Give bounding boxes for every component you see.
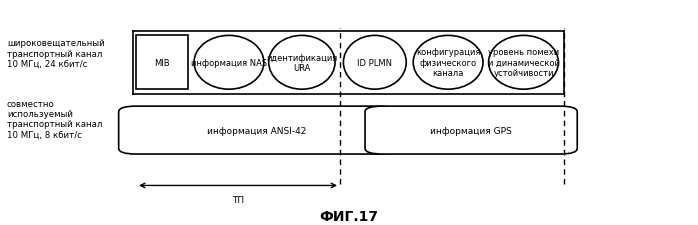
Ellipse shape <box>194 36 264 90</box>
Text: уровень помехи
и динамической
устойчивости: уровень помехи и динамической устойчивос… <box>488 48 559 78</box>
Text: информация GPS: информация GPS <box>430 126 512 135</box>
Text: MIB: MIB <box>154 58 170 68</box>
FancyBboxPatch shape <box>365 107 577 154</box>
Text: идентификация
URA: идентификация URA <box>266 53 338 73</box>
Ellipse shape <box>269 36 335 90</box>
FancyBboxPatch shape <box>119 107 394 154</box>
Text: информация ANSI-42: информация ANSI-42 <box>207 126 306 135</box>
Ellipse shape <box>413 36 483 90</box>
Text: ТП: ТП <box>232 195 244 204</box>
Text: ID PLMN: ID PLMN <box>357 58 392 68</box>
Text: информация NAS: информация NAS <box>191 58 267 68</box>
Ellipse shape <box>489 36 558 90</box>
Text: конфигурация
физического
канала: конфигурация физического канала <box>416 48 480 78</box>
Text: ФИГ.17: ФИГ.17 <box>320 209 378 223</box>
Text: широковещательный
транспортный канал
10 МГц, 24 кбит/с: широковещательный транспортный канал 10 … <box>7 39 105 69</box>
Bar <box>136 36 188 90</box>
Ellipse shape <box>343 36 406 90</box>
Text: совместно
используемый
транспортный канал
10 МГц, 8 кбит/с: совместно используемый транспортный кана… <box>7 99 103 139</box>
